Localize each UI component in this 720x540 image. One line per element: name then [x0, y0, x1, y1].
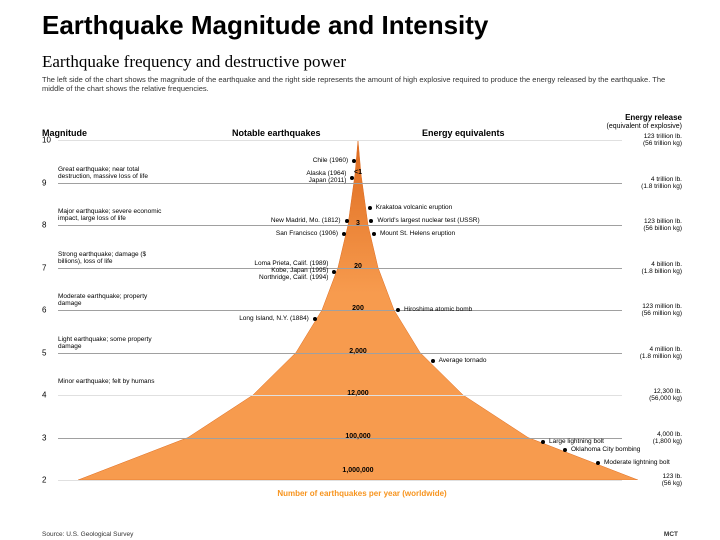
magnitude-description: Light earthquake; some property damage	[58, 336, 163, 351]
magnitude-value: 7	[42, 263, 46, 272]
energy-equivalent: Large lightning bolt	[549, 438, 677, 445]
energy-release-value: 4 million lb.(1.8 million kg)	[626, 345, 682, 359]
equiv-dot	[596, 461, 600, 465]
notable-earthquake: Alaska (1964)Japan (2011)	[236, 170, 346, 184]
magnitude-description: Minor earthquake; felt by humans	[58, 378, 163, 385]
notable-header: Notable earthquakes	[232, 128, 321, 138]
magnitude-value: 6	[42, 306, 46, 315]
energy-equivalent: Moderate lightning bolt	[604, 459, 720, 466]
gridline	[58, 268, 622, 269]
bottom-label: Number of earthquakes per year (worldwid…	[277, 489, 446, 498]
energy-equivalent: Mount St. Helens eruption	[380, 230, 508, 237]
frequency-label: 3	[356, 220, 360, 227]
magnitude-description: Great earthquake; near total destruction…	[58, 166, 163, 181]
source-credit: Source: U.S. Geological Survey	[42, 531, 133, 538]
magnitude-value: 9	[42, 178, 46, 187]
notable-earthquake: Chile (1960)	[238, 157, 348, 164]
gridline	[58, 140, 622, 141]
gridline	[58, 353, 622, 354]
frequency-label: 100,000	[345, 433, 370, 440]
energy-release-value: 4 billion lb.(1.8 billion kg)	[626, 260, 682, 274]
energy-equivalent: Krakatoa volcanic eruption	[376, 204, 504, 211]
page-title: Earthquake Magnitude and Intensity	[0, 0, 720, 41]
notable-earthquake: Long Island, N.Y. (1884)	[199, 315, 309, 322]
notable-earthquake: Loma Prieta, Calif. (1989)Kobe, Japan (1…	[218, 260, 328, 281]
equiv-header: Energy equivalents	[422, 128, 505, 138]
energy-release-header: Energy release (equivalent of explosive)	[607, 114, 683, 130]
equiv-dot	[396, 308, 400, 312]
energy-release-value: 12,300 lb.(56,000 kg)	[626, 388, 682, 402]
energy-release-value: 4 trillion lb.(1.8 trillion kg)	[626, 175, 682, 189]
notable-dot	[345, 219, 349, 223]
gridline	[58, 225, 622, 226]
energy-release-value: 123 billion lb.(56 billion kg)	[626, 218, 682, 232]
equiv-dot	[368, 206, 372, 210]
chart-title: Earthquake frequency and destructive pow…	[42, 52, 682, 72]
magnitude-value: 4	[42, 391, 46, 400]
mct-credit: MCT	[664, 531, 678, 538]
magnitude-description: Moderate earthquake; property damage	[58, 293, 163, 308]
gridline	[58, 310, 622, 311]
magnitude-value: 3	[42, 433, 46, 442]
gridline	[58, 438, 622, 439]
frequency-label: 200	[352, 305, 364, 312]
frequency-label: 12,000	[347, 390, 368, 397]
magnitude-description: Strong earthquake; damage ($ billions), …	[58, 251, 163, 266]
notable-earthquake: New Madrid, Mo. (1812)	[231, 217, 341, 224]
energy-release-value: 123 lb.(56 kg)	[626, 473, 682, 487]
notable-dot	[342, 232, 346, 236]
frequency-label: <1	[354, 169, 362, 176]
chart-container: Earthquake frequency and destructive pow…	[42, 52, 682, 512]
gridline	[58, 395, 622, 396]
magnitude-description: Major earthquake; severe economic impact…	[58, 208, 163, 223]
frequency-label: 2,000	[349, 348, 367, 355]
frequency-label: 20	[354, 263, 362, 270]
notable-dot	[313, 317, 317, 321]
equiv-dot	[541, 440, 545, 444]
energy-release-value: 123 trillion lb.(56 trillion kg)	[626, 133, 682, 147]
equiv-dot	[372, 232, 376, 236]
magnitude-value: 10	[42, 136, 51, 145]
plot-area: 10123 trillion lb.(56 trillion kg)94 tri…	[42, 140, 682, 480]
energy-equivalent: Oklahoma City bombing	[571, 446, 699, 453]
notable-earthquake: San Francisco (1906)	[228, 230, 338, 237]
energy-equivalent: Average tornado	[439, 357, 567, 364]
magnitude-value: 5	[42, 348, 46, 357]
equiv-dot	[431, 359, 435, 363]
energy-release-value: 123 million lb.(56 million kg)	[626, 303, 682, 317]
frequency-label: 1,000,000	[342, 467, 373, 474]
energy-equivalent: Hiroshima atomic bomb	[404, 306, 532, 313]
magnitude-value: 2	[42, 476, 46, 485]
magnitude-value: 8	[42, 221, 46, 230]
gridline	[58, 480, 622, 481]
energy-equivalent: World's largest nuclear test (USSR)	[377, 217, 505, 224]
chart-subtitle: The left side of the chart shows the mag…	[42, 75, 682, 93]
